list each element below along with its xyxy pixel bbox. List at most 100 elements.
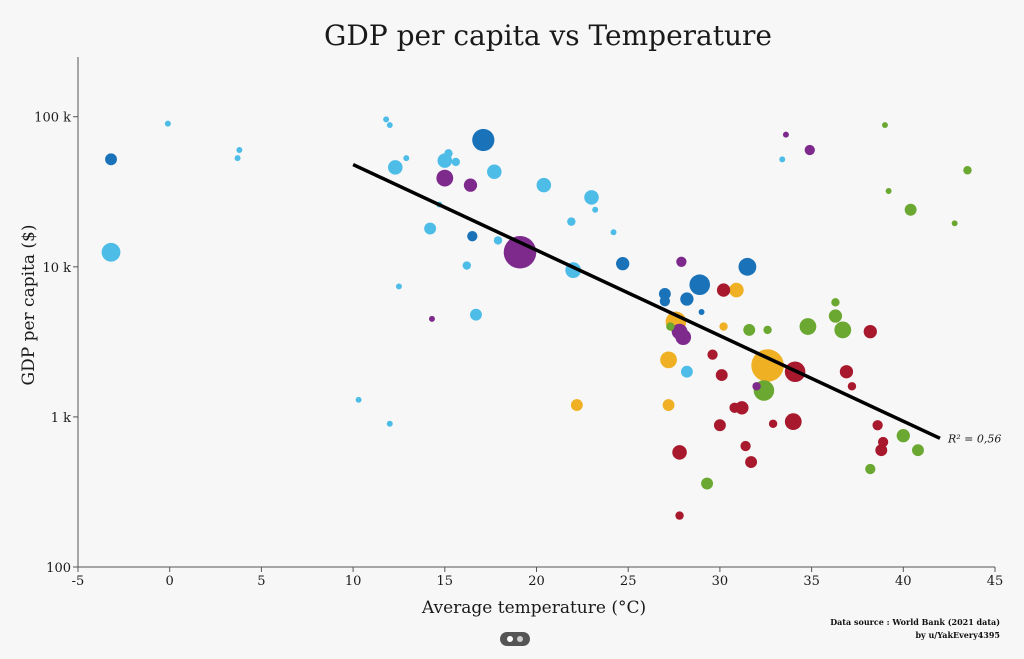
data-point: [680, 292, 694, 306]
data-point: [463, 178, 478, 192]
data-point: [701, 477, 714, 490]
data-point: [672, 445, 687, 460]
data-point: [567, 217, 576, 226]
data-point: [713, 419, 726, 432]
data-point: [751, 349, 784, 382]
data-point: [865, 463, 876, 475]
y-tick-label: 10 k: [42, 261, 71, 276]
data-point: [768, 419, 778, 428]
data-point: [877, 436, 889, 448]
x-tick-label: 10: [345, 574, 362, 589]
data-point: [660, 351, 677, 369]
chart-title: GDP per capita vs Temperature: [324, 19, 772, 52]
data-point: [234, 155, 241, 162]
x-tick-label: 5: [257, 574, 265, 589]
x-tick-label: 30: [712, 574, 729, 589]
data-point: [698, 309, 705, 315]
data-point: [743, 323, 756, 336]
data-point: [729, 282, 744, 298]
pager-dot[interactable]: [517, 636, 523, 642]
data-point: [662, 399, 675, 411]
trendline: [352, 162, 941, 440]
data-point: [386, 420, 393, 427]
data-point: [105, 153, 117, 166]
y-tick-label: 100 k: [34, 111, 71, 126]
data-point: [395, 283, 402, 290]
data-point: [472, 128, 495, 152]
data-point: [804, 144, 815, 156]
data-point: [912, 444, 924, 457]
data-point: [383, 116, 390, 123]
data-point: [386, 122, 393, 129]
axes: -5 0 5 10 15 20 25 30 35 40 45 100 1 k 10 k 100 k: [34, 57, 1003, 589]
x-tick-label: 15: [437, 574, 454, 589]
data-point: [716, 283, 731, 297]
data-point: [951, 220, 958, 227]
data-point: [236, 147, 243, 153]
data-point: [658, 287, 671, 300]
data-point: [745, 456, 758, 469]
data-point: [570, 399, 583, 411]
data-point: [872, 420, 883, 431]
y-axis-label: GDP per capita ($): [19, 225, 39, 386]
data-point: [834, 321, 852, 339]
x-axis-label: Average temperature (°C): [421, 598, 646, 618]
data-point: [729, 402, 740, 413]
data-point: [503, 236, 537, 269]
r-squared-label: R² = 0,56: [947, 432, 1001, 445]
data-point: [875, 444, 888, 457]
data-point: [735, 401, 749, 415]
data-point: [467, 231, 478, 242]
data-point: [839, 365, 854, 379]
data-point: [738, 257, 757, 276]
data-point: [676, 256, 687, 267]
data-point: [740, 440, 751, 452]
x-tick-label: 25: [620, 574, 637, 589]
x-tick-label: 45: [987, 574, 1004, 589]
data-point: [719, 322, 728, 331]
data-point: [462, 261, 472, 270]
x-tick-label: 40: [895, 574, 912, 589]
pager-dot-active[interactable]: [507, 636, 513, 642]
data-point: [403, 155, 410, 162]
data-point: [863, 324, 877, 339]
data-point: [584, 190, 599, 205]
data-point: [444, 149, 453, 158]
trendline-group: R² = 0,56: [352, 162, 1001, 445]
y-tick-label: 100: [46, 561, 71, 576]
data-point: [847, 382, 857, 391]
data-point: [493, 236, 503, 245]
data-point: [896, 429, 910, 443]
data-point: [666, 322, 675, 331]
data-point: [784, 413, 802, 431]
data-point: [610, 229, 617, 236]
data-point: [388, 160, 403, 175]
data-point: [487, 164, 502, 180]
x-tick-label: -5: [72, 574, 85, 589]
data-points: [101, 116, 972, 520]
data-source-credit: Data source : World Bank (2021 data): [830, 617, 1000, 627]
data-point: [707, 349, 718, 360]
data-point: [831, 298, 840, 307]
data-point: [763, 325, 772, 335]
data-point: [799, 318, 817, 335]
data-point: [715, 369, 728, 382]
data-point: [536, 177, 552, 193]
x-tick-label: 35: [803, 574, 820, 589]
data-point: [164, 120, 171, 127]
data-point: [592, 206, 599, 213]
data-point: [881, 122, 888, 129]
data-point: [355, 396, 362, 403]
data-point: [101, 242, 121, 262]
data-point: [752, 382, 761, 391]
data-point: [904, 203, 917, 216]
data-point: [451, 157, 461, 167]
x-tick-label: 20: [528, 574, 545, 589]
slide-pager[interactable]: [500, 632, 530, 646]
data-point: [424, 222, 437, 235]
data-point: [680, 365, 693, 378]
author-credit: by u/YakEvery4395: [915, 630, 1000, 640]
data-point: [689, 274, 711, 295]
